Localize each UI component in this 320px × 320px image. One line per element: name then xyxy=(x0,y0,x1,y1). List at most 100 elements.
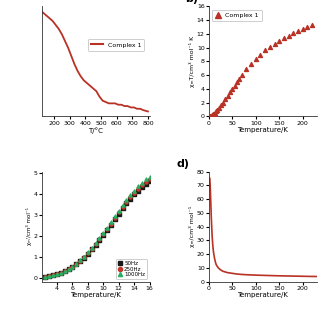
Point xyxy=(220,100,226,105)
Point xyxy=(213,109,219,114)
Point xyxy=(228,90,233,95)
Point xyxy=(47,273,52,278)
Point xyxy=(143,177,148,182)
Point xyxy=(232,83,237,88)
Point xyxy=(124,201,129,206)
Point xyxy=(120,204,125,210)
Point xyxy=(101,230,106,236)
Point xyxy=(212,110,217,115)
Point xyxy=(47,273,52,278)
Point xyxy=(124,199,129,204)
Point xyxy=(208,113,213,118)
Point xyxy=(101,232,106,237)
Point xyxy=(51,273,56,278)
Point xyxy=(51,273,56,278)
Point xyxy=(128,194,133,199)
Point xyxy=(51,273,56,278)
Point xyxy=(77,258,83,263)
Point xyxy=(108,220,114,225)
Point xyxy=(258,52,263,57)
Y-axis label: χₘ'/cm³ mol⁻¹: χₘ'/cm³ mol⁻¹ xyxy=(26,208,32,245)
Point xyxy=(132,188,137,193)
Point xyxy=(108,222,114,227)
Point xyxy=(249,61,254,66)
Point xyxy=(135,188,140,193)
Point xyxy=(85,251,91,256)
Point xyxy=(128,196,133,201)
Point xyxy=(85,251,91,256)
Point xyxy=(211,111,216,116)
Point xyxy=(93,241,98,246)
Point xyxy=(116,211,121,216)
Point xyxy=(81,255,86,260)
Point xyxy=(132,192,137,197)
Point xyxy=(291,31,296,36)
Point xyxy=(267,44,272,50)
Point xyxy=(124,197,129,202)
Point xyxy=(143,181,148,187)
Point xyxy=(47,273,52,278)
Point xyxy=(89,246,94,251)
Point xyxy=(286,33,291,38)
Point xyxy=(43,274,48,279)
Point xyxy=(244,67,249,72)
Point xyxy=(70,264,75,269)
X-axis label: Temperature/K: Temperature/K xyxy=(70,292,121,298)
X-axis label: Temperature/K: Temperature/K xyxy=(237,127,288,133)
Point xyxy=(58,270,63,276)
Point xyxy=(93,242,98,247)
Y-axis label: χₘ/cm³ mol⁻¹: χₘ/cm³ mol⁻¹ xyxy=(189,206,196,247)
Point xyxy=(223,97,228,102)
Point xyxy=(105,228,110,233)
Point xyxy=(132,190,137,195)
Point xyxy=(81,254,86,259)
Point xyxy=(81,255,86,260)
Point xyxy=(89,247,94,252)
Point xyxy=(116,210,121,215)
Point xyxy=(300,27,305,32)
Point xyxy=(66,267,71,272)
Y-axis label: χₘT/cm³ mol⁻¹ K: χₘT/cm³ mol⁻¹ K xyxy=(189,36,196,87)
Point xyxy=(147,177,152,182)
Text: b): b) xyxy=(185,0,198,4)
Point xyxy=(97,237,102,242)
Point xyxy=(74,261,79,267)
Point xyxy=(147,179,152,184)
Point xyxy=(43,274,48,279)
Point xyxy=(54,271,60,276)
Point xyxy=(66,267,71,272)
Point xyxy=(305,24,310,29)
Point xyxy=(116,208,121,213)
Point xyxy=(74,262,79,267)
Point xyxy=(93,242,98,247)
Point xyxy=(62,268,67,274)
Point xyxy=(219,103,224,108)
Point xyxy=(139,180,144,185)
Point xyxy=(108,221,114,226)
Point xyxy=(101,233,106,238)
Legend: Complex 1: Complex 1 xyxy=(88,39,144,51)
Point xyxy=(147,174,152,179)
Point xyxy=(263,48,268,53)
Point xyxy=(74,261,79,266)
Point xyxy=(210,112,215,117)
Point xyxy=(105,227,110,232)
Point xyxy=(135,186,140,191)
Point xyxy=(139,184,144,189)
Point xyxy=(62,268,67,274)
X-axis label: Temperature/K: Temperature/K xyxy=(237,292,288,298)
X-axis label: T/°C: T/°C xyxy=(88,127,103,134)
Point xyxy=(58,270,63,276)
Point xyxy=(58,270,63,275)
Point xyxy=(253,56,258,61)
Point xyxy=(209,113,214,118)
Point xyxy=(54,271,60,276)
Point xyxy=(70,264,75,269)
Point xyxy=(277,38,282,43)
Point xyxy=(239,73,244,78)
Point xyxy=(66,267,71,272)
Legend: 50Hz, 250Hz, 1000Hz: 50Hz, 250Hz, 1000Hz xyxy=(116,260,147,279)
Point xyxy=(97,236,102,241)
Point xyxy=(85,250,91,255)
Point xyxy=(62,268,67,274)
